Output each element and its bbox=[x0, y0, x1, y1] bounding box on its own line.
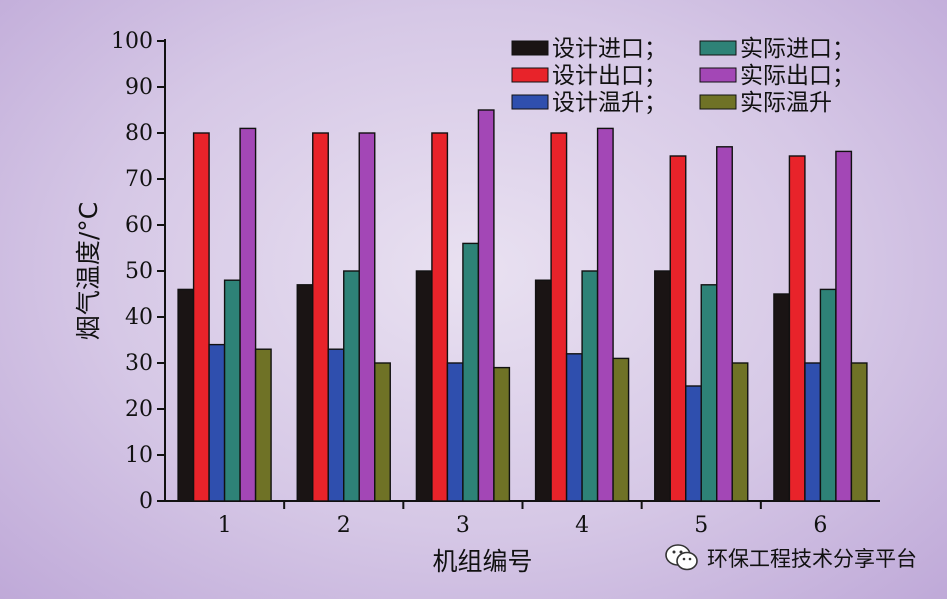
bar bbox=[654, 270, 671, 502]
bar bbox=[788, 155, 806, 502]
y-axis-title: 烟气温度/°C bbox=[74, 202, 103, 340]
y-tick-label: 0 bbox=[139, 489, 153, 514]
x-tick-label: 6 bbox=[813, 513, 827, 538]
wechat-icon bbox=[665, 544, 698, 571]
y-tick-label: 100 bbox=[111, 29, 153, 54]
bar bbox=[374, 362, 391, 502]
y-tick-label: 90 bbox=[125, 75, 153, 100]
bar bbox=[819, 288, 837, 502]
bar bbox=[804, 362, 822, 502]
bar bbox=[254, 348, 272, 502]
bar bbox=[716, 146, 733, 502]
y-tick-label: 50 bbox=[125, 259, 153, 284]
x-tick-label: 5 bbox=[694, 513, 708, 538]
x-tick-label: 2 bbox=[337, 513, 351, 538]
legend-swatch bbox=[511, 67, 549, 83]
bar bbox=[296, 284, 314, 502]
bar bbox=[565, 353, 583, 502]
y-tick-label: 70 bbox=[125, 167, 153, 192]
bar bbox=[415, 270, 433, 502]
legend-label: 设计温升； bbox=[552, 90, 667, 116]
bar bbox=[685, 385, 702, 502]
legend-swatch bbox=[511, 94, 549, 110]
y-tick-label: 10 bbox=[125, 443, 153, 468]
y-tick-label: 30 bbox=[125, 351, 153, 376]
legend-label: 设计进口； bbox=[552, 36, 667, 62]
bar bbox=[835, 150, 853, 502]
watermark: 环保工程技术分享平台 bbox=[665, 543, 917, 573]
bar bbox=[596, 127, 614, 502]
y-tick-label: 60 bbox=[125, 213, 153, 238]
watermark-text: 环保工程技术分享平台 bbox=[707, 547, 917, 571]
legend-swatch bbox=[511, 40, 549, 56]
legend-label: 实际出口； bbox=[740, 63, 855, 89]
bar bbox=[550, 132, 568, 502]
y-tick-label: 80 bbox=[125, 121, 153, 146]
bar bbox=[493, 366, 511, 502]
legend-swatch bbox=[699, 40, 737, 56]
bar bbox=[343, 270, 360, 502]
legend-swatch bbox=[699, 94, 737, 110]
x-tick-label: 3 bbox=[456, 513, 470, 538]
bar bbox=[850, 362, 868, 502]
y-tick-label: 20 bbox=[125, 397, 153, 422]
bar bbox=[534, 279, 552, 502]
bar bbox=[700, 284, 718, 502]
bar bbox=[477, 109, 495, 502]
bar bbox=[192, 132, 210, 502]
bar bbox=[312, 132, 329, 502]
legend-label: 实际进口； bbox=[740, 36, 855, 62]
bar bbox=[462, 242, 480, 502]
bar bbox=[773, 293, 791, 502]
bar bbox=[731, 362, 749, 502]
y-tick-label: 40 bbox=[125, 305, 153, 330]
bar bbox=[431, 132, 449, 502]
legend-label: 设计出口； bbox=[552, 63, 667, 89]
bar bbox=[358, 132, 376, 502]
bar bbox=[612, 357, 630, 502]
x-tick-label: 1 bbox=[218, 513, 232, 538]
bar bbox=[223, 279, 241, 502]
legend-swatch bbox=[699, 67, 737, 83]
bar bbox=[239, 127, 257, 502]
bar bbox=[581, 270, 599, 502]
bar bbox=[446, 362, 464, 502]
bar bbox=[177, 288, 195, 502]
legend-label: 实际温升 bbox=[740, 90, 832, 116]
bar bbox=[669, 155, 687, 502]
x-tick-label: 4 bbox=[575, 513, 589, 538]
bar bbox=[208, 343, 226, 502]
x-axis-title: 机组编号 bbox=[432, 547, 532, 576]
bar bbox=[327, 348, 345, 502]
